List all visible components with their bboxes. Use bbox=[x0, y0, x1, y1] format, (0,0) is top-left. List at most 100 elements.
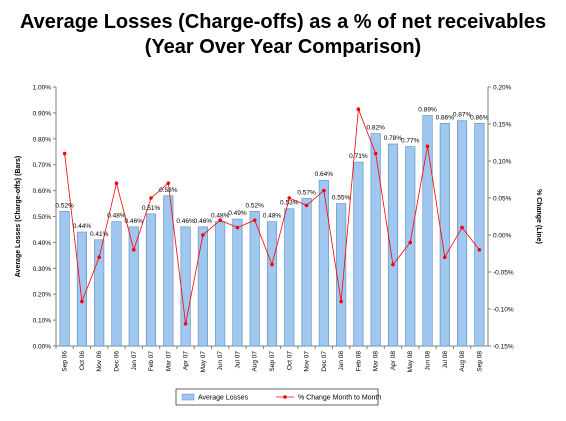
bar bbox=[266, 221, 278, 347]
bar-data-label: 0.89% bbox=[418, 106, 437, 113]
x-tick-label: Feb 07 bbox=[148, 351, 155, 372]
bar-data-label: 0.87% bbox=[453, 112, 472, 119]
legend-bar-label: Average Losses bbox=[198, 395, 249, 402]
bar-data-label: 0.46% bbox=[125, 218, 144, 225]
bar-data-label: 0.64% bbox=[315, 171, 334, 178]
bar bbox=[145, 213, 157, 347]
change-point bbox=[149, 196, 153, 200]
change-point bbox=[183, 322, 188, 326]
x-tick-label: Mar 07 bbox=[165, 351, 172, 372]
bar bbox=[405, 146, 416, 347]
bar bbox=[336, 203, 347, 347]
bar bbox=[232, 218, 243, 347]
bar bbox=[180, 226, 191, 347]
x-tick-label: Oct 06 bbox=[79, 351, 86, 371]
x-tick-label: Jul 07 bbox=[234, 351, 241, 369]
change-point bbox=[322, 188, 326, 193]
bar-data-label: 0.49% bbox=[228, 210, 247, 217]
right-tick-label: 0.05% bbox=[493, 196, 512, 203]
legend-line-marker bbox=[283, 395, 287, 399]
right-tick-label: 0.15% bbox=[493, 122, 512, 129]
x-tick-label: Jun 07 bbox=[217, 351, 224, 371]
bar-data-label: 0.86% bbox=[436, 114, 455, 121]
legend-bar-swatch bbox=[181, 393, 195, 401]
right-tick-label: 0.20% bbox=[493, 85, 512, 92]
x-tick-label: Jul 08 bbox=[442, 351, 449, 369]
x-tick-label: Jun 08 bbox=[425, 351, 432, 371]
bar bbox=[197, 226, 208, 347]
change-point bbox=[131, 248, 136, 252]
bar bbox=[59, 211, 70, 347]
x-tick-label: Sep 06 bbox=[62, 351, 69, 372]
bar bbox=[370, 133, 381, 347]
change-point bbox=[97, 255, 101, 259]
right-tick-label: -0.15% bbox=[493, 344, 514, 351]
bar-data-label: 0.53% bbox=[280, 200, 299, 207]
x-tick-label: Oct 07 bbox=[286, 351, 293, 371]
bar-data-label: 0.48% bbox=[263, 213, 282, 220]
change-point bbox=[443, 255, 447, 259]
x-tick-label: May 08 bbox=[407, 351, 414, 373]
change-point bbox=[408, 240, 413, 245]
bar-data-label: 0.46% bbox=[194, 218, 213, 225]
change-point bbox=[356, 107, 361, 111]
change-point bbox=[304, 203, 309, 208]
x-tick-label: Apr 08 bbox=[390, 351, 397, 371]
bar bbox=[353, 161, 364, 347]
x-tick-label: Feb 08 bbox=[355, 351, 362, 372]
left-tick-label: 0.60% bbox=[33, 188, 52, 195]
bar-data-label: 0.82% bbox=[366, 125, 385, 132]
change-point bbox=[477, 248, 482, 252]
change-point bbox=[373, 151, 378, 156]
bar bbox=[439, 122, 450, 347]
x-tick-label: Dec 07 bbox=[321, 351, 328, 372]
change-point bbox=[114, 181, 119, 185]
change-point bbox=[287, 196, 292, 200]
change-point bbox=[62, 151, 67, 156]
right-axis-title: % Change (Line) bbox=[535, 189, 542, 244]
bar bbox=[387, 143, 399, 347]
change-point bbox=[391, 262, 395, 267]
change-point bbox=[425, 144, 430, 148]
bar bbox=[128, 226, 139, 347]
bar-data-label: 0.57% bbox=[297, 189, 316, 196]
bar bbox=[249, 211, 260, 347]
left-tick-label: 0.20% bbox=[33, 292, 52, 299]
chart-title: Average Losses (Charge-offs) as a % of n… bbox=[19, 11, 547, 33]
bar bbox=[163, 195, 174, 347]
bar-data-label: 0.41% bbox=[90, 231, 109, 238]
bar-data-label: 0.51% bbox=[142, 205, 161, 212]
bar bbox=[301, 198, 312, 347]
bar bbox=[94, 239, 105, 347]
change-point bbox=[252, 218, 257, 222]
x-tick-label: Nov 07 bbox=[304, 351, 311, 372]
change-point bbox=[339, 299, 343, 304]
right-tick-label: -0.10% bbox=[493, 307, 514, 314]
bar-data-label: 0.86% bbox=[470, 114, 489, 121]
left-tick-label: 0.40% bbox=[33, 240, 52, 247]
x-tick-label: Apr 07 bbox=[183, 351, 190, 371]
bar-data-label: 0.78% bbox=[384, 135, 403, 142]
x-tick-label: May 07 bbox=[200, 351, 207, 373]
x-tick-label: Sep 08 bbox=[476, 351, 483, 372]
change-point bbox=[166, 181, 171, 185]
left-tick-label: 0.80% bbox=[33, 136, 52, 143]
bar bbox=[76, 231, 87, 347]
legend-line-label: % Change Month to Month bbox=[298, 395, 381, 402]
left-tick-label: 0.50% bbox=[33, 214, 52, 221]
right-tick-label: 0.10% bbox=[493, 159, 512, 166]
left-axis-title: Average Losses (Charge-offs) (Bars) bbox=[15, 156, 22, 278]
right-tick-label: 0.00% bbox=[493, 233, 512, 240]
left-tick-label: 0.00% bbox=[33, 344, 52, 351]
x-tick-label: Jan 07 bbox=[131, 351, 138, 371]
bar-data-label: 0.52% bbox=[246, 202, 265, 209]
change-point bbox=[218, 218, 222, 222]
chart-subtitle: (Year Over Year Comparison) bbox=[144, 36, 422, 58]
bar bbox=[422, 115, 433, 347]
x-tick-label: Nov 06 bbox=[96, 351, 103, 372]
bar-data-label: 0.46% bbox=[176, 218, 195, 225]
change-point bbox=[460, 225, 464, 230]
bar-data-label: 0.48% bbox=[107, 213, 126, 220]
x-tick-label: Aug 08 bbox=[459, 351, 466, 372]
